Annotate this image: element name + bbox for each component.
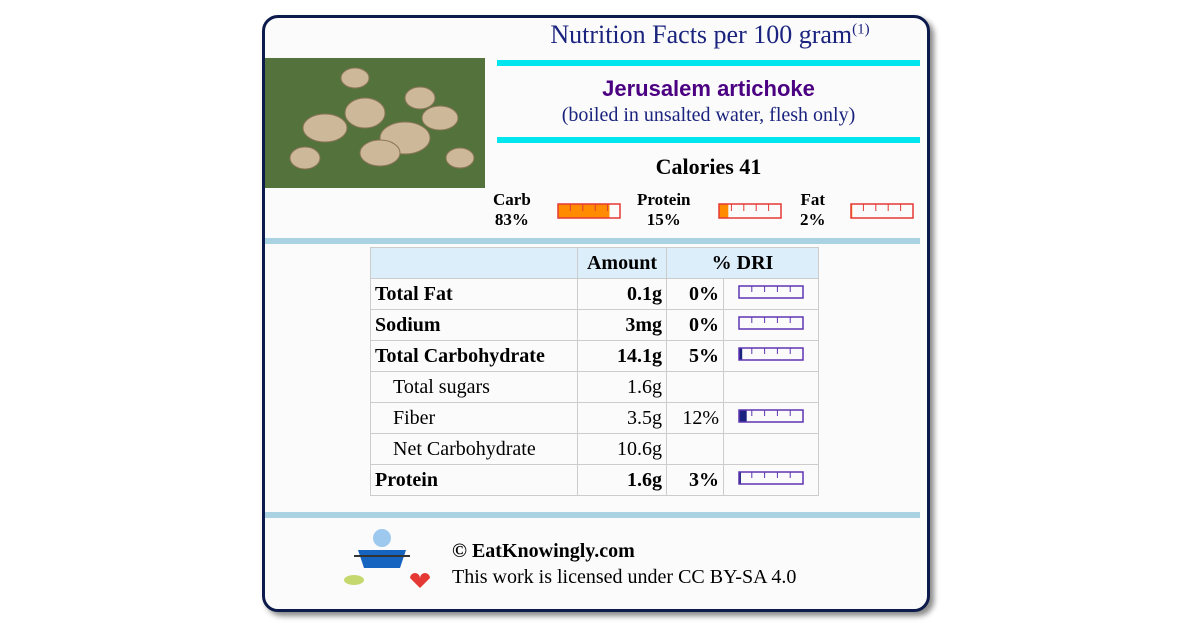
dri-percent: 12% (666, 402, 724, 434)
bar-frame (738, 346, 804, 361)
dri-bar (723, 433, 819, 465)
dri-label: 5% (689, 344, 719, 367)
nutrient-name: Sodium (370, 309, 578, 341)
amount: 14.1g (577, 340, 667, 372)
dri-percent: 0% (666, 309, 724, 341)
table-row: Total sugars 1.6g (370, 371, 819, 403)
divider (497, 60, 920, 66)
macro-percent: 83% (494, 210, 529, 229)
header-cell: Amount (577, 247, 667, 279)
bar-chart (718, 203, 782, 219)
bar-fill (739, 471, 741, 484)
macro-name: Protein (637, 190, 691, 209)
bar-fill (558, 204, 610, 218)
bar-frame (850, 203, 914, 219)
dri-bar (723, 402, 819, 434)
bar-fill (739, 347, 743, 360)
amount: 1.6g (577, 371, 667, 403)
table-row: Sodium 3mg 0% (370, 309, 819, 341)
bar-frame (738, 315, 804, 330)
table-row: Protein 1.6g 3% (370, 464, 819, 496)
title: Nutrition Facts per 100 gram(1) (500, 20, 920, 50)
macro-label: Fat 2% (800, 190, 826, 230)
bar-chart (738, 315, 804, 330)
macro-percent: 2% (800, 210, 826, 229)
bar-frame (738, 470, 804, 485)
bar-fill (719, 204, 729, 218)
amount: 10.6g (577, 433, 667, 465)
dri-label: 0% (689, 313, 719, 336)
table-row: Fiber 3.5g 12% (370, 402, 819, 434)
macro-percent: 15% (646, 210, 681, 229)
dri-percent: 3% (666, 464, 724, 496)
title-text: Nutrition Facts per 100 gram (550, 20, 853, 49)
dri-bar (723, 278, 819, 310)
note: (1) (852, 21, 870, 38)
dri-percent (666, 433, 724, 465)
nutrient-name: Fiber (370, 402, 578, 434)
header-row: Amount% DRI (370, 247, 819, 279)
nutrient-name: Total sugars (370, 371, 578, 403)
dri-percent: 5% (666, 340, 724, 372)
divider (265, 512, 920, 518)
nutrient-name: Protein (370, 464, 578, 496)
divider (265, 238, 920, 244)
bar-frame (738, 408, 804, 423)
macro-label: Carb 83% (493, 190, 531, 230)
amount: 3.5g (577, 402, 667, 434)
bar-chart (738, 284, 804, 299)
macro-name: Carb (493, 190, 531, 209)
food-description: (boiled in unsalted water, flesh only) (561, 104, 856, 126)
dri-bar (723, 371, 819, 403)
dri-percent: 0% (666, 278, 724, 310)
bar-chart (557, 203, 621, 219)
dri-bar (723, 464, 819, 496)
nutrient-name: Total Carbohydrate (370, 340, 578, 372)
bar-chart (738, 470, 804, 485)
bar-chart (738, 346, 804, 361)
amount: 0.1g (577, 278, 667, 310)
dri-label: 0% (689, 282, 719, 305)
table-row: Total Carbohydrate 14.1g 5% (370, 340, 819, 372)
nutrient-name: Total Fat (370, 278, 578, 310)
food-image (265, 58, 485, 188)
bar-frame (738, 284, 804, 299)
dri-label: 3% (689, 468, 719, 491)
bar-chart (850, 203, 914, 219)
calories-label: Calories (655, 154, 734, 179)
dri-bar (723, 309, 819, 341)
copyright: © EatKnowingly.com (452, 540, 635, 562)
table-row: Total Fat 0.1g 0% (370, 278, 819, 310)
food-name: Jerusalem artichoke (602, 76, 815, 101)
bar-fill (739, 409, 747, 422)
macro-label: Protein 15% (637, 190, 691, 230)
dri-label: 12% (682, 406, 719, 429)
license: This work is licensed under CC BY-SA 4.0 (452, 566, 797, 588)
table-row: Net Carbohydrate 10.6g (370, 433, 819, 465)
divider (497, 137, 920, 143)
header-cell (370, 247, 578, 279)
logo (344, 529, 430, 588)
bar-frame (557, 203, 621, 219)
bar-frame (718, 203, 782, 219)
amount: 3mg (577, 309, 667, 341)
macro-name: Fat (800, 190, 826, 209)
amount: 1.6g (577, 464, 667, 496)
calories-value: 41 (739, 154, 762, 179)
calories: Calories 41 (497, 154, 920, 180)
dri-percent (666, 371, 724, 403)
nutrient-name: Net Carbohydrate (370, 433, 578, 465)
header-cell: % DRI (666, 247, 819, 279)
nutrition-table: Amount% DRI Total Fat 0.1g 0% Sodium 3mg 0% To… (370, 247, 819, 496)
bar-chart (738, 408, 804, 423)
dri-bar (723, 340, 819, 372)
